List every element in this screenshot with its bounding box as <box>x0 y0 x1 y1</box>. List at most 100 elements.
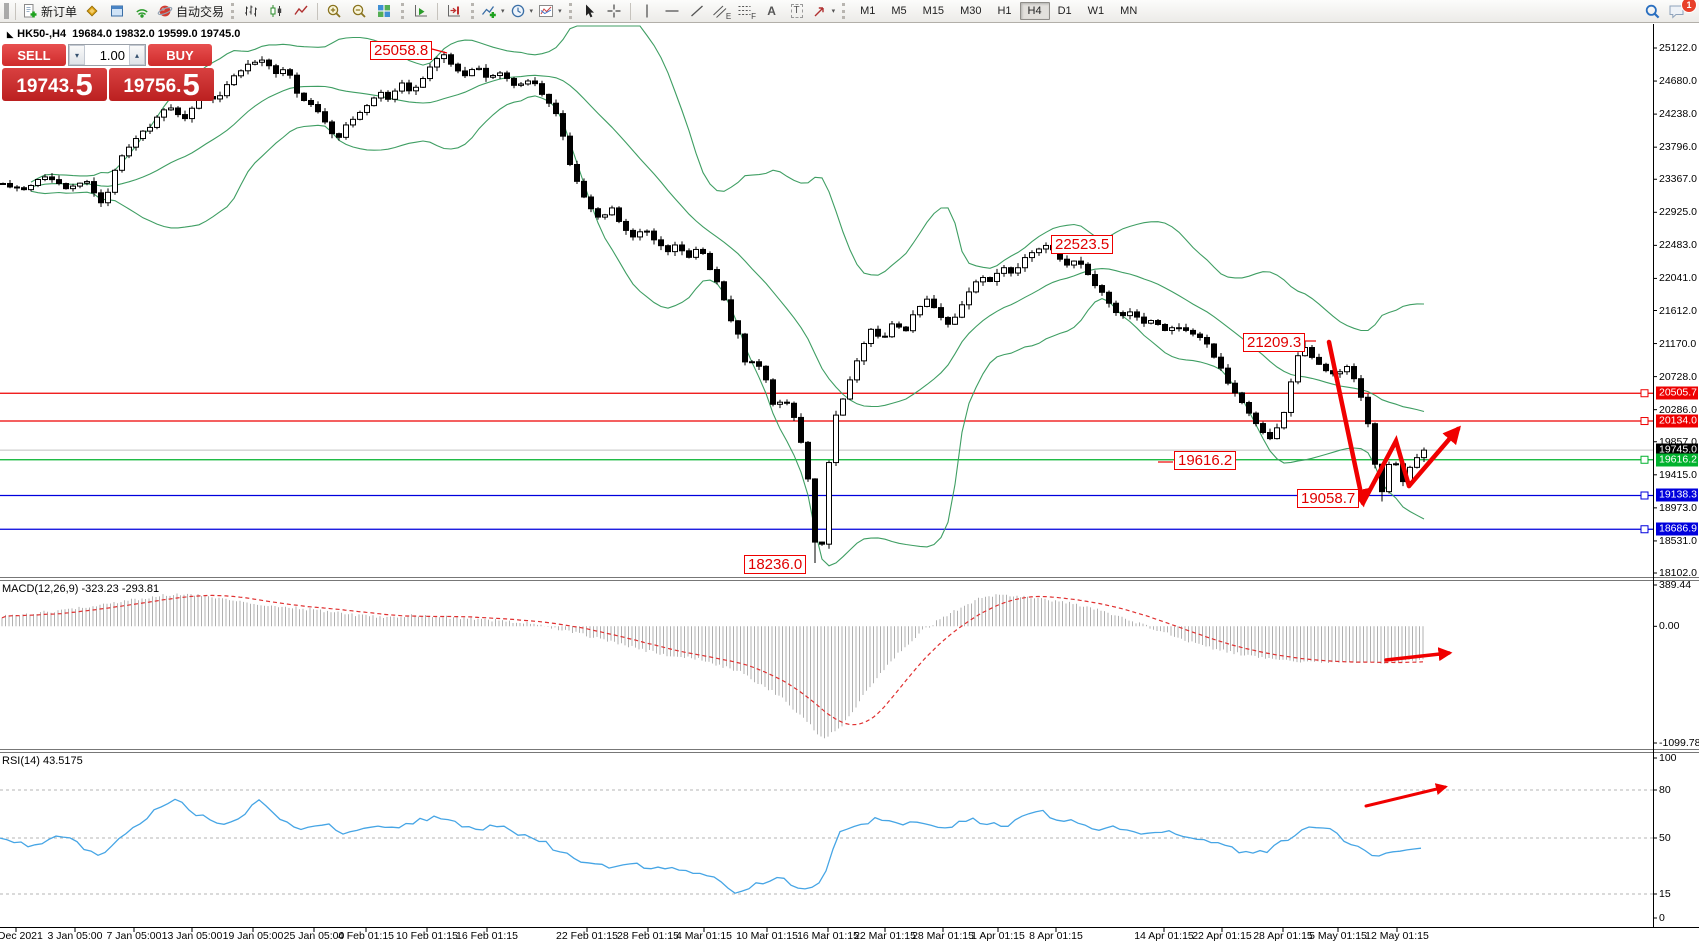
price-callout[interactable]: 22523.5 <box>1051 235 1114 254</box>
chevron-down-icon[interactable]: ▾ <box>501 8 505 15</box>
hline-handle[interactable] <box>1640 417 1649 426</box>
price-callout[interactable]: 18236.0 <box>744 555 807 574</box>
candle <box>707 252 713 271</box>
volume-increase-button[interactable]: ▴ <box>129 45 145 65</box>
candle <box>483 67 489 78</box>
rsi-line <box>0 798 1422 894</box>
candle <box>133 138 139 148</box>
macd-signal-line <box>1 594 1424 726</box>
candle <box>1190 329 1196 335</box>
toolbar-drag-handle[interactable] <box>842 3 846 19</box>
timeframe-button-D1[interactable]: D1 <box>1057 5 1072 17</box>
timeframe-button-H4[interactable]: H4 <box>1019 2 1050 20</box>
crosshair-button[interactable] <box>602 1 626 21</box>
candlestick-icon <box>268 3 284 19</box>
price-callout[interactable]: 19058.7 <box>1297 489 1360 508</box>
timeframe-button-M1[interactable]: M1 <box>860 5 876 17</box>
candle <box>434 58 440 68</box>
timeframe-button-H1[interactable]: H1 <box>997 5 1012 17</box>
candle <box>1400 463 1406 483</box>
buy-price[interactable]: 19756. 5 <box>109 68 214 101</box>
timeframe-button-M30[interactable]: M30 <box>960 5 982 17</box>
autotrading-button[interactable]: 自动交易 <box>155 1 226 21</box>
trend-down-arrow[interactable] <box>1326 339 1370 508</box>
candle <box>938 307 944 318</box>
trend-zigzag[interactable] <box>1360 435 1412 506</box>
chevron-down-icon[interactable]: ▾ <box>558 8 562 15</box>
history-center-button[interactable] <box>80 1 104 21</box>
price-callout[interactable]: 25058.8 <box>370 41 433 60</box>
volume-decrease-button[interactable]: ▾ <box>69 45 85 65</box>
channel-icon <box>712 3 727 19</box>
rsi-arrow[interactable] <box>1364 783 1448 808</box>
indicators-button[interactable]: ▾ <box>479 1 507 21</box>
chevron-down-icon[interactable]: ▾ <box>831 8 836 15</box>
timeframe-button-M5[interactable]: M5 <box>891 5 907 17</box>
toolbar-drag-handle[interactable] <box>401 3 405 19</box>
sell-price[interactable]: 19743. 5 <box>2 68 107 101</box>
candle <box>679 244 685 252</box>
tile-windows-button[interactable] <box>372 1 396 21</box>
volume-value[interactable]: 1.00 <box>99 47 125 63</box>
toolbar-drag-handle[interactable] <box>471 3 475 19</box>
zoom-out-button[interactable] <box>347 1 371 21</box>
cursor-button[interactable] <box>577 1 601 21</box>
candle <box>56 179 62 185</box>
horizontal-line-button[interactable] <box>660 1 684 21</box>
trend-up-arrow[interactable] <box>1406 425 1461 489</box>
navigator-button[interactable] <box>105 1 129 21</box>
chart-shift-button[interactable] <box>442 1 466 21</box>
text-button[interactable]: A <box>760 1 784 21</box>
candle <box>567 135 573 165</box>
sell-button[interactable]: SELL <box>2 44 66 66</box>
candle <box>595 208 601 218</box>
price-callout[interactable]: 19616.2 <box>1174 451 1237 470</box>
one-click-trading-panel: SELL ▾ 1.00 ▴ BUY 19743. 5 19756. 5 <box>2 44 216 101</box>
candle <box>616 207 622 222</box>
volume-field[interactable]: ▾ 1.00 ▴ <box>68 44 146 66</box>
timeframe-button-W1[interactable]: W1 <box>1087 5 1105 17</box>
candle <box>427 66 433 80</box>
buy-button[interactable]: BUY <box>148 44 212 66</box>
chevron-down-icon[interactable]: ▾ <box>529 8 534 15</box>
candle <box>259 59 265 63</box>
fibonacci-button[interactable]: F <box>735 1 759 21</box>
hline-handle[interactable] <box>1640 491 1649 500</box>
timeframe-button-MN[interactable]: MN <box>1120 5 1138 17</box>
timeframe-button-M15[interactable]: M15 <box>922 5 945 17</box>
candle <box>945 316 951 325</box>
hline-handle[interactable] <box>1640 389 1649 398</box>
macd-arrow[interactable] <box>1384 647 1453 662</box>
zoom-in-button[interactable] <box>322 1 346 21</box>
candle <box>966 291 972 306</box>
time-axis-label: 10 Feb 01:15 <box>396 930 458 942</box>
candlestick-chart-button[interactable] <box>264 1 288 21</box>
candle <box>154 116 160 128</box>
signals-button[interactable] <box>130 1 154 21</box>
hline-handle[interactable] <box>1640 455 1649 464</box>
arrows-button[interactable]: ▾ <box>810 1 838 21</box>
candle <box>875 328 881 337</box>
chat-button[interactable]: 1 <box>1665 0 1697 21</box>
toolbar-drag-handle[interactable] <box>231 3 235 19</box>
channel-button[interactable]: E <box>710 1 734 21</box>
templates-button[interactable]: ▾ <box>536 1 564 21</box>
sell-price-pip: 5 <box>75 67 93 102</box>
vertical-line-button[interactable] <box>635 1 659 21</box>
hline-handle[interactable] <box>1640 525 1649 534</box>
auto-scroll-button[interactable] <box>409 1 433 21</box>
search-button[interactable] <box>1640 1 1664 21</box>
price-callout[interactable]: 21209.3 <box>1243 333 1306 352</box>
candle <box>602 214 608 218</box>
periods-button[interactable]: ▾ <box>508 1 536 21</box>
toolbar-drag-handle[interactable] <box>568 3 572 19</box>
trendline-button[interactable] <box>685 1 709 21</box>
text-label-button[interactable]: T <box>785 1 809 21</box>
text-tool-letter: A <box>767 4 776 18</box>
new-order-button[interactable]: 新订单 <box>20 1 79 21</box>
bar-chart-button[interactable] <box>239 1 263 21</box>
candle <box>1267 432 1273 440</box>
line-chart-button[interactable] <box>289 1 313 21</box>
candle <box>126 146 132 157</box>
